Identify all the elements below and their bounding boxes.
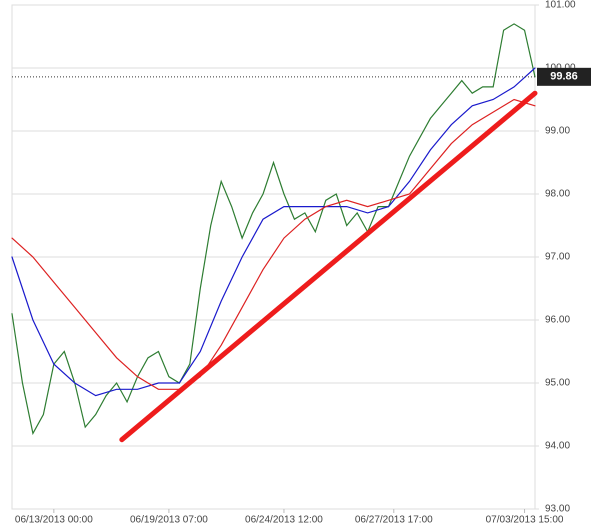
- x-tick-label: 07/03/2013 15:00: [486, 515, 564, 526]
- y-tick-label: 96.00: [545, 315, 570, 326]
- y-tick-label: 94.00: [545, 441, 570, 452]
- y-tick-label: 99.00: [545, 126, 570, 137]
- x-tick-label: 06/19/2013 07:00: [130, 515, 208, 526]
- series-line: [11, 23, 536, 436]
- series-line: [11, 67, 536, 397]
- y-tick-label: 95.00: [545, 378, 570, 389]
- x-tick-label: 06/13/2013 00:00: [15, 515, 93, 526]
- series-line: [119, 90, 538, 443]
- y-tick-label: 98.00: [545, 189, 570, 200]
- y-tick-label: 93.00: [545, 504, 570, 515]
- y-tick-label: 97.00: [545, 252, 570, 263]
- last-price-label: 99.86: [550, 71, 578, 83]
- x-tick-label: 06/24/2013 12:00: [245, 515, 323, 526]
- series-line: [11, 98, 536, 390]
- y-tick-label: 101.00: [545, 0, 576, 11]
- last-price-box: [537, 67, 591, 86]
- x-tick-label: 06/27/2013 17:00: [355, 515, 433, 526]
